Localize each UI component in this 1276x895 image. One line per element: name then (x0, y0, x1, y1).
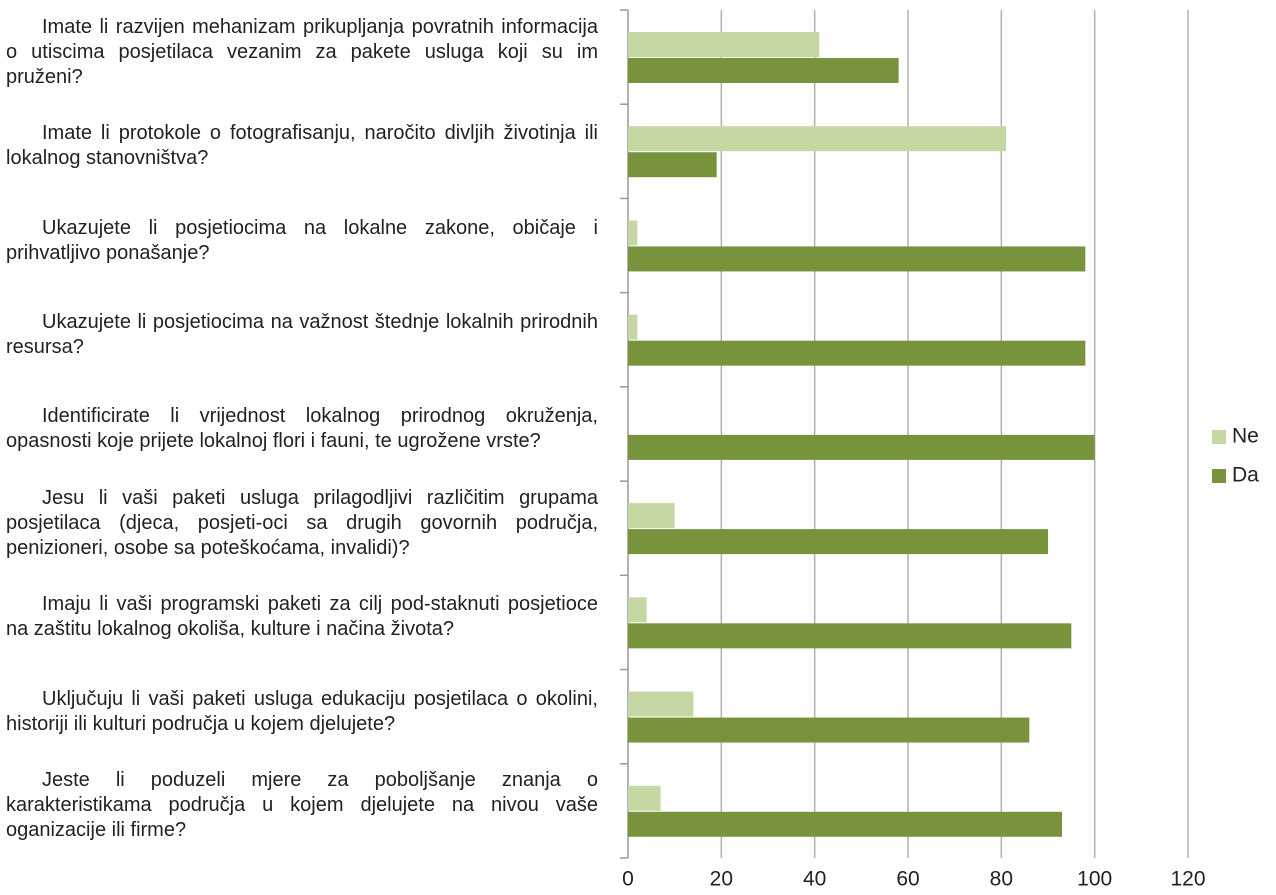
x-tick-label: 80 (990, 868, 1013, 891)
legend-swatch (1212, 430, 1226, 444)
category-label: Uključuju li vaši paketi usluga edukacij… (6, 687, 598, 735)
legend-label: Ne (1232, 425, 1259, 448)
x-tick-label: 40 (803, 868, 826, 891)
x-tick-label: 120 (1170, 868, 1205, 891)
bar (628, 246, 1086, 272)
legend-label: Da (1232, 464, 1259, 487)
x-tick-label: 60 (896, 868, 919, 891)
bar (628, 340, 1086, 366)
category-label: Identificirate li vrijednost lokalnog pr… (6, 405, 598, 452)
bar (628, 32, 820, 57)
bar (628, 220, 638, 246)
bar (628, 717, 1030, 743)
bar (628, 58, 899, 83)
bar (628, 623, 1072, 649)
category-label: Jesu li vaši paketi usluga prilagodljivi… (6, 486, 598, 559)
bar (628, 434, 1095, 460)
bar (628, 691, 694, 717)
bar (628, 529, 1048, 555)
category-label: Ukazujete li posjetiocima na važnost šte… (6, 310, 598, 358)
legend-swatch (1212, 469, 1226, 483)
category-label: Ukazujete li posjetiocima na lokalne zak… (6, 216, 598, 264)
bar (628, 152, 717, 178)
category-label: Imaju li vaši programski paketi za cilj … (6, 593, 598, 641)
bar (628, 597, 647, 623)
category-label: Jeste li poduzeli mjere za poboljšanje z… (6, 769, 598, 842)
category-label: Imate li protokole o fotografisanju, nar… (6, 122, 598, 170)
x-tick-label: 100 (1077, 868, 1112, 891)
bar (628, 126, 1006, 152)
x-tick-label: 20 (710, 868, 733, 891)
bar (628, 503, 675, 529)
x-tick-label: 0 (622, 868, 634, 891)
category-label: Imate li razvijen mehanizam prikupljanja… (6, 15, 598, 88)
bar (628, 314, 638, 340)
bar (628, 811, 1062, 837)
bar (628, 785, 661, 811)
